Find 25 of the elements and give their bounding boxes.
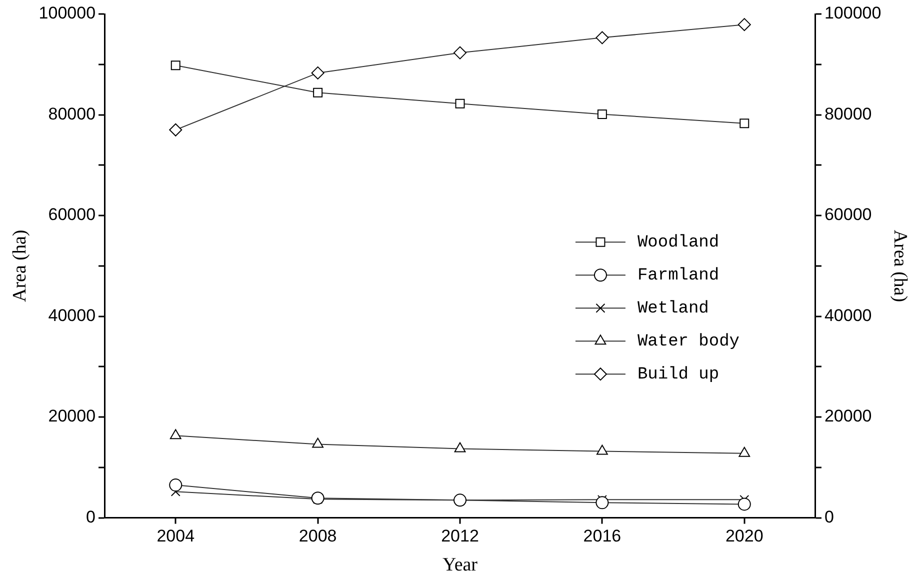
legend-label: Water body [637, 332, 740, 352]
x-tick-label: 2004 [156, 526, 195, 546]
y-tick-label: 100000 [38, 4, 96, 23]
legend-label: Wetland [637, 300, 709, 319]
y2-tick-label: 20000 [824, 406, 872, 426]
legend-label: Build up [637, 366, 720, 385]
x-tick-label: 2020 [725, 526, 764, 546]
y2-tick-label: 80000 [824, 104, 872, 124]
y2-tick-label: 40000 [824, 306, 872, 325]
y2-tick-label: 100000 [824, 4, 882, 23]
y-tick-label: 0 [86, 507, 96, 526]
x-tick-label: 2008 [298, 526, 337, 546]
x-axis-title: Year [442, 554, 478, 576]
legend-label: Woodland [637, 234, 720, 253]
y2-tick-label: 60000 [824, 205, 872, 224]
x-tick-label: 2012 [441, 526, 479, 546]
y-axis-title: Area (ha) [9, 230, 30, 302]
y2-tick-label: 0 [824, 507, 834, 526]
y-tick-label: 40000 [48, 306, 96, 325]
y-tick-label: 60000 [48, 205, 96, 224]
y-tick-label: 20000 [48, 406, 96, 426]
x-tick-label: 2016 [583, 526, 622, 546]
y-tick-label: 80000 [48, 104, 96, 124]
y2-axis-title: Area (ha) [890, 230, 911, 302]
legend-label: Farmland [637, 266, 720, 286]
